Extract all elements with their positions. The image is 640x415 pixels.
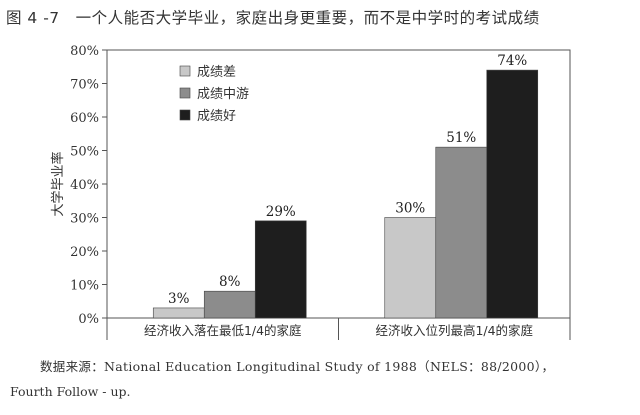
legend-swatch	[179, 109, 191, 121]
y-axis-ticks: 0% 10% 20% 30% 40% 50% 60% 70% 80%	[70, 44, 107, 327]
source-note-continued: Fourth Follow - up.	[10, 384, 131, 399]
figure-title: 图 4 -7 一个人能否大学毕业，家庭出身更重要，而不是中学时的考试成绩	[6, 9, 540, 27]
bar	[384, 217, 437, 319]
y-tick-label: 20%	[70, 245, 99, 260]
bar	[435, 146, 488, 319]
y-tick-label: 80%	[70, 44, 99, 59]
bar-value-label: 8%	[219, 274, 241, 290]
y-tick-label: 50%	[70, 145, 99, 160]
legend-label: 成绩差	[197, 65, 236, 80]
bar-value-label: 51%	[446, 130, 476, 146]
x-category-label: 经济收入位列最高1/4的家庭	[375, 323, 533, 338]
bar	[486, 69, 539, 319]
bar-value-label: 29%	[266, 204, 296, 220]
y-tick-label: 60%	[70, 111, 99, 126]
legend-swatch	[179, 65, 191, 77]
bar-value-label: 74%	[497, 53, 527, 69]
y-tick-label: 0%	[78, 312, 99, 327]
y-tick-label: 40%	[70, 178, 99, 193]
x-axis-categories: 经济收入落在最低1/4的家庭 经济收入位列最高1/4的家庭	[144, 323, 534, 338]
bar-value-label: 3%	[168, 291, 190, 307]
y-tick-label: 70%	[70, 78, 99, 93]
bar-value-label: 30%	[395, 201, 425, 217]
source-note: 数据来源：National Education Longitudinal Stu…	[40, 359, 555, 374]
legend-label: 成绩中游	[197, 87, 249, 102]
y-axis-label: 大学毕业率	[50, 151, 66, 216]
y-tick-label: 10%	[70, 279, 99, 294]
legend-swatch	[179, 87, 191, 99]
bar	[152, 307, 205, 319]
legend-label: 成绩好	[197, 109, 236, 124]
bar-value-labels: 3% 8% 29% 30% 51% 74%	[168, 53, 527, 307]
bar	[254, 220, 307, 319]
chart-bars	[152, 69, 539, 319]
x-category-label: 经济收入落在最低1/4的家庭	[144, 323, 302, 338]
bar-chart: 0% 10% 20% 30% 40% 50% 60% 70% 80% 3% 8% 29% 30% 51%…	[50, 44, 571, 340]
y-tick-label: 30%	[70, 212, 99, 227]
bar	[203, 290, 256, 319]
